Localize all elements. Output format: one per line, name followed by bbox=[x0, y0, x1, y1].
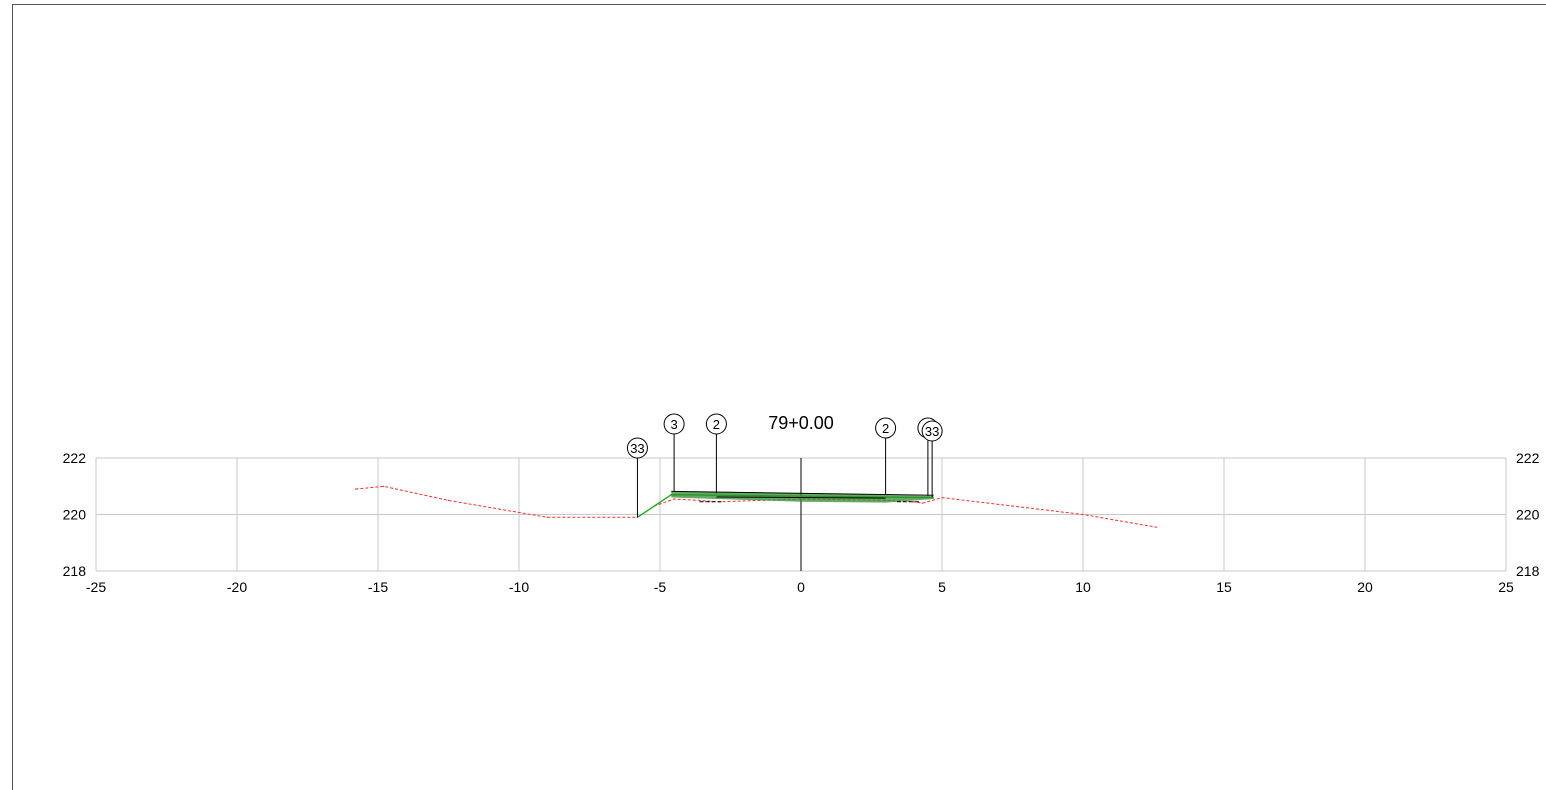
offset-marker-2: 2 bbox=[875, 417, 897, 495]
x-tick-label: 25 bbox=[1498, 579, 1514, 595]
y-tick-label-right: 218 bbox=[1516, 563, 1540, 579]
series-0-point bbox=[921, 502, 923, 504]
marker-circle bbox=[663, 413, 685, 435]
offset-marker-3: 3 bbox=[663, 413, 685, 492]
x-tick-label: 5 bbox=[938, 579, 946, 595]
x-tick-label: -5 bbox=[654, 579, 667, 595]
marker-circle bbox=[875, 417, 897, 439]
y-tick-label-right: 220 bbox=[1516, 507, 1540, 523]
x-axis-ticks: -25 -20 -15 -10 -5 0 5 10 15 20 25 bbox=[86, 579, 1514, 595]
marker-label: 33 bbox=[925, 424, 939, 439]
series-0-point bbox=[1155, 526, 1157, 528]
x-tick-label: 10 bbox=[1075, 579, 1091, 595]
y-tick-label-left: 218 bbox=[63, 563, 87, 579]
x-tick-label: 15 bbox=[1216, 579, 1232, 595]
marker-label: 33 bbox=[630, 441, 644, 456]
finished-grade-line bbox=[671, 490, 934, 496]
series-0-point bbox=[383, 485, 385, 487]
marker-label: 2 bbox=[882, 421, 889, 436]
offset-marker-33: 33 bbox=[626, 437, 648, 518]
marker-circle bbox=[626, 437, 648, 459]
x-tick-label: 0 bbox=[797, 579, 805, 595]
offset-marker-2: 2 bbox=[705, 413, 727, 494]
ground-profile-line bbox=[355, 485, 1157, 528]
offset-markers: 33322333 bbox=[626, 413, 943, 518]
x-tick-label: 20 bbox=[1357, 579, 1373, 595]
x-tick-label: -20 bbox=[227, 579, 247, 595]
series-0-point bbox=[546, 516, 548, 518]
x-tick-label: -25 bbox=[86, 579, 106, 595]
series-0-point bbox=[698, 499, 701, 501]
marker-circle bbox=[705, 413, 727, 435]
design-layer bbox=[671, 490, 934, 503]
station-label: 79+0.00 bbox=[768, 413, 834, 433]
x-tick-label: -10 bbox=[509, 579, 529, 595]
series-0-point bbox=[447, 499, 450, 501]
series-0-point bbox=[673, 498, 675, 500]
marker-label: 3 bbox=[670, 417, 677, 432]
y-tick-label-right: 222 bbox=[1516, 450, 1540, 466]
window-frame bbox=[12, 4, 1546, 790]
x-tick-label: -15 bbox=[368, 579, 388, 595]
offset-marker-33: 33 bbox=[921, 420, 943, 497]
series-0-point bbox=[913, 501, 915, 503]
y-axis-ticks: 218 218 220 220 222 222 bbox=[63, 450, 1540, 579]
series-0-point bbox=[354, 488, 357, 490]
series-0-point bbox=[941, 496, 943, 499]
marker-circle bbox=[921, 420, 943, 442]
series-0-point bbox=[1082, 513, 1084, 516]
y-tick-label-left: 220 bbox=[63, 507, 87, 523]
marker-label: 2 bbox=[713, 417, 720, 432]
y-tick-label-left: 222 bbox=[63, 450, 87, 466]
lane-line bbox=[716, 496, 886, 499]
